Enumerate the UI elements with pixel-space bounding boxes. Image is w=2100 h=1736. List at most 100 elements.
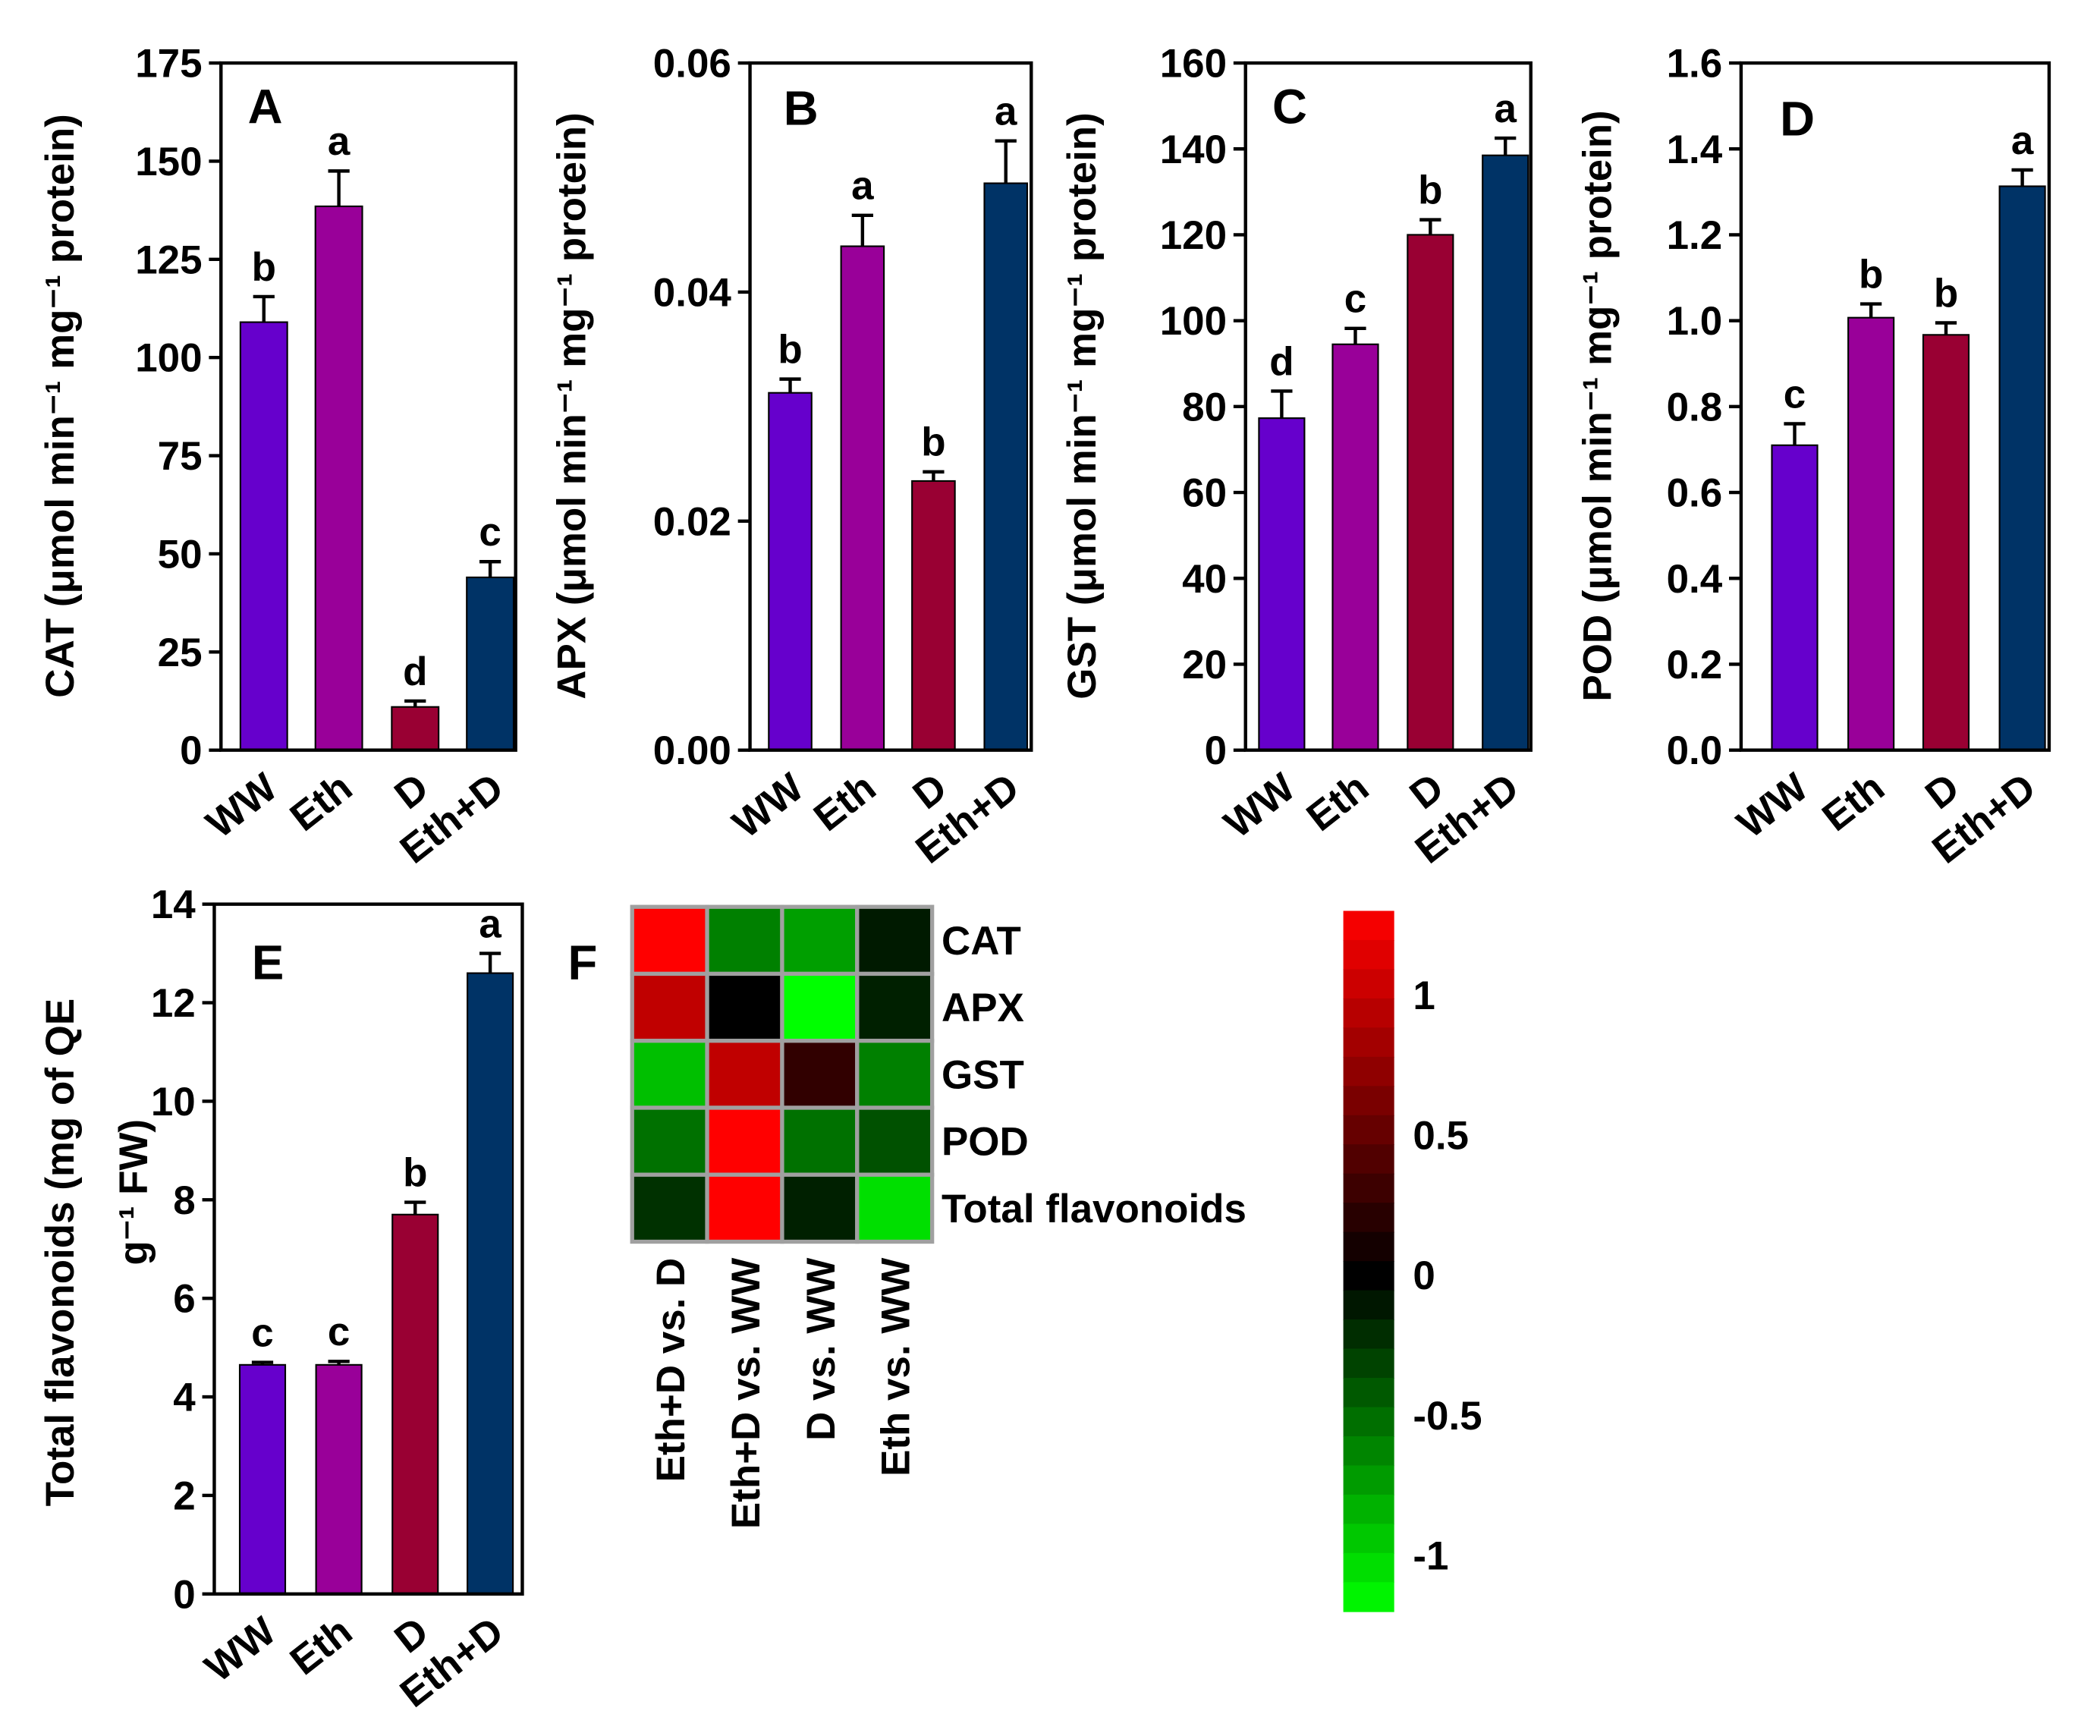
panel-f: CAT APX GST POD Total flavonoids Eth+D vs. D E…: [567, 904, 1482, 1612]
bar-ww: [768, 392, 813, 751]
error-bar-eth-d: [1495, 136, 1517, 156]
significance-letter-eth: a: [851, 164, 874, 209]
y-tick-label: 100: [1160, 299, 1227, 344]
error-bar-d: [1419, 218, 1441, 235]
bar-ww: [239, 321, 288, 751]
colorbar-band: [1343, 1436, 1394, 1467]
panel-label: E: [252, 936, 284, 990]
colorbar-band: [1343, 1231, 1394, 1262]
y-tick-label: 0.2: [1667, 643, 1723, 687]
colorbar-band: [1343, 1524, 1394, 1554]
x-tick-label-eth: Eth: [282, 765, 361, 840]
y-tick-label: 1.0: [1667, 299, 1723, 344]
y-tick-label: 160: [1160, 42, 1227, 86]
y-tick-label: 175: [135, 42, 202, 86]
y-tick-label: 12: [151, 981, 196, 1026]
y-tick-label: 8: [173, 1178, 195, 1223]
significance-letter-eth: c: [328, 1310, 350, 1354]
bar-d: [1407, 234, 1454, 751]
y-tick-label: 75: [158, 434, 203, 479]
colorbar-band: [1343, 1086, 1394, 1116]
y-tick-label: 25: [158, 631, 203, 675]
y-tick-label: 4: [173, 1376, 196, 1420]
y-tick-label: 140: [1160, 127, 1227, 172]
error-bar-eth: [1860, 302, 1882, 318]
significance-letter-ww: c: [1784, 372, 1806, 417]
panel-d: cWWbEthbDaEth+D0.00.20.40.60.81.01.21.41…: [1576, 42, 2051, 873]
colorbar-band: [1343, 1115, 1394, 1146]
bar-d: [1922, 334, 1970, 751]
error-bar-ww: [251, 1360, 274, 1365]
y-tick-label: 0.4: [1667, 557, 1723, 602]
error-bar-d: [1935, 321, 1957, 335]
panel-label: C: [1272, 80, 1307, 134]
panel-label: A: [248, 80, 283, 134]
colorbar-tick-label: 0.5: [1413, 1113, 1469, 1158]
y-tick-label: 1.2: [1667, 213, 1723, 258]
heatmap-cell-pod-eth-d-vs-ww: [705, 1105, 784, 1177]
colorbar-tick-label: -0.5: [1413, 1394, 1482, 1439]
heatmap-cell-pod-eth-d-vs-d: [630, 1105, 709, 1177]
error-bar-eth-d: [2011, 168, 2033, 187]
colorbar-band: [1343, 1056, 1394, 1087]
heatmap-row-label-gst: GST: [942, 1052, 1024, 1097]
heatmap-cell-gst-eth-d-vs-d: [630, 1039, 709, 1110]
bar-eth: [315, 1363, 363, 1595]
bar-eth-d: [1998, 185, 2046, 751]
y-tick-label: 80: [1182, 385, 1227, 429]
error-bar-ww: [1271, 389, 1293, 419]
heatmap-cell-cat-eth-vs-ww: [855, 904, 935, 976]
bar-d: [391, 1213, 439, 1595]
y-axis-label: CAT (μmol min⁻¹ mg⁻¹ protein): [38, 114, 83, 698]
panel-c: dWWcEthbDaEth+D020406080100120140160GST …: [1060, 42, 1533, 873]
error-bar-ww: [253, 294, 275, 322]
heatmap-row-label-cat: CAT: [942, 919, 1021, 964]
error-bar-eth: [328, 169, 350, 206]
error-bar-eth-d: [479, 560, 501, 577]
y-tick-label: 0.6: [1667, 471, 1723, 516]
y-tick-label: 150: [135, 140, 202, 184]
plot-frame: [748, 61, 1033, 752]
significance-letter-d: b: [403, 1150, 427, 1195]
x-tick-label-ww: WW: [196, 1609, 284, 1690]
significance-letter-ww: b: [778, 327, 802, 372]
significance-letter-eth-d: a: [995, 90, 1017, 134]
y-tick-label: 10: [151, 1080, 196, 1124]
y-tick-label: 0: [173, 1572, 195, 1617]
bar-ww: [1258, 417, 1306, 751]
bar-eth-d: [1482, 154, 1529, 751]
y-tick-label: 0.0: [1667, 728, 1723, 773]
x-tick-label-ww: WW: [198, 765, 285, 847]
colorbar-band: [1343, 998, 1394, 1029]
heatmap-cell-cat-d-vs-ww: [780, 904, 860, 976]
colorbar-band: [1343, 1144, 1394, 1175]
y-axis-label: Total flavonoids (mg of QE: [38, 999, 83, 1507]
heatmap-cell-total-flavonoids-eth-d-vs-d: [630, 1172, 709, 1244]
significance-letter-eth-d: a: [1494, 86, 1517, 131]
colorbar-band: [1343, 1407, 1394, 1437]
y-tick-label: 6: [173, 1277, 195, 1322]
colorbar-band: [1343, 1319, 1394, 1350]
colorbar-tick-label: -1: [1413, 1533, 1448, 1578]
y-tick-label: 0.02: [653, 499, 731, 544]
significance-letter-d: b: [1418, 168, 1442, 212]
colorbar-band: [1343, 969, 1394, 999]
bar-ww: [238, 1363, 287, 1595]
heatmap-cell-apx-eth-d-vs-ww: [705, 971, 784, 1043]
y-tick-label: 50: [158, 532, 203, 577]
bar-eth: [314, 205, 363, 751]
y-tick-label: 125: [135, 237, 202, 282]
heatmap-row-label-pod: POD: [942, 1120, 1029, 1165]
x-tick-label-eth: Eth: [1814, 765, 1893, 840]
x-tick-label-ww: WW: [1216, 765, 1303, 847]
colorbar-band: [1343, 1261, 1394, 1291]
plot-frame: [219, 61, 517, 752]
heatmap-col-label-eth-d-vs-ww: Eth+D vs. WW: [724, 1258, 769, 1529]
heatmap-cell-gst-d-vs-ww: [780, 1039, 860, 1110]
error-bar-ww: [1784, 422, 1806, 445]
heatmap-row-label-total-flavonoids: Total flavonoids: [942, 1187, 1246, 1231]
x-tick-label-eth: Eth: [806, 765, 885, 840]
significance-letter-eth: c: [1344, 277, 1366, 322]
